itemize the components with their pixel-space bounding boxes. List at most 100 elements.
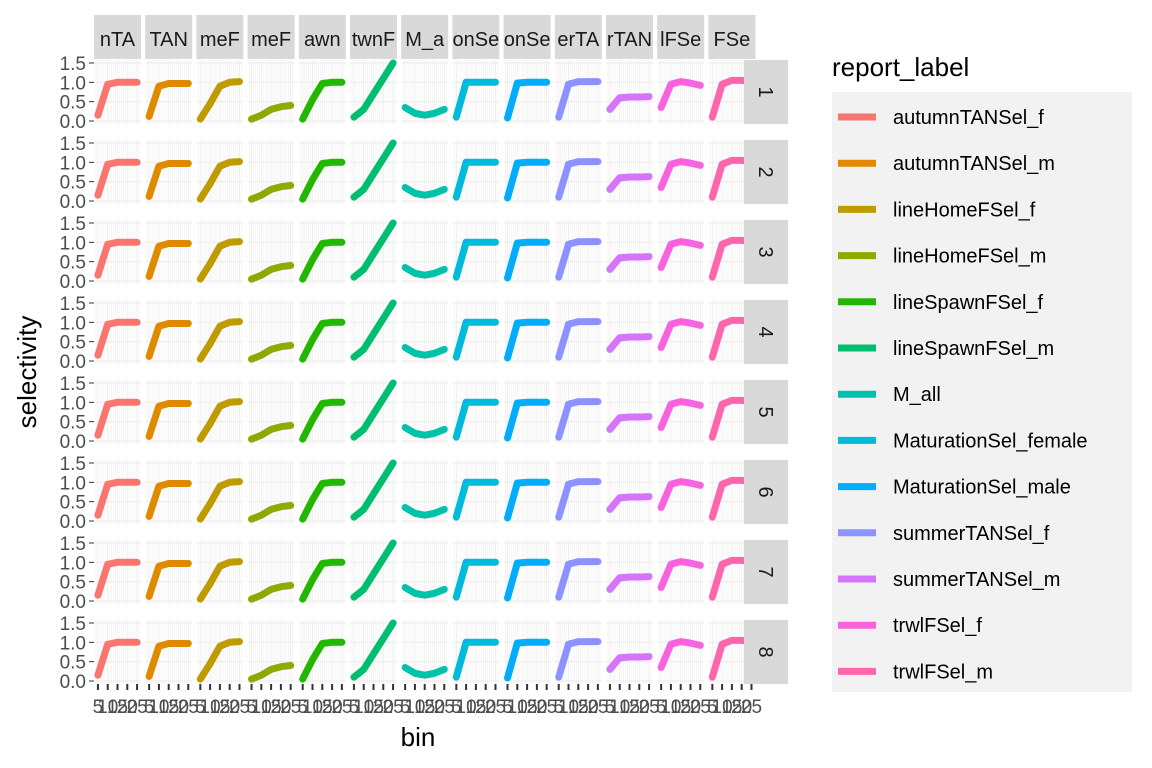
y-tick-label: 1.0 bbox=[60, 73, 86, 94]
y-tick-label: 0.5 bbox=[60, 333, 86, 354]
y-tick-label: 1.0 bbox=[60, 313, 86, 334]
y-tick-label: 0.5 bbox=[60, 413, 86, 434]
series-line-lineSpawnFSel_m bbox=[350, 379, 397, 441]
series-line-summerTANSel_m bbox=[606, 413, 653, 433]
x-tick-label: 25 bbox=[690, 697, 711, 718]
series-line-lineHomeFSel_f bbox=[196, 78, 243, 123]
legend-entry-label: trwlFSel_f bbox=[893, 615, 982, 637]
y-tick-label: 0.0 bbox=[60, 432, 86, 453]
series-line-lineSpawnFSel_m bbox=[350, 139, 397, 201]
x-tick-label: 15 bbox=[107, 697, 128, 718]
x-tick-label: 5 bbox=[502, 697, 513, 718]
x-tick-label: 20 bbox=[322, 697, 343, 718]
series-line-lineSpawnFSel_f bbox=[299, 238, 346, 283]
x-tick-label: 20 bbox=[680, 697, 701, 718]
x-tick-label: 25 bbox=[639, 697, 660, 718]
row-strip-label: 5 bbox=[754, 406, 776, 417]
series-line-autumnTANSel_m bbox=[145, 240, 192, 280]
x-tick-label: 10 bbox=[609, 697, 630, 718]
series-line-trwlFSel_f bbox=[657, 318, 704, 351]
series-line-summerTANSel_f bbox=[555, 318, 602, 361]
series-line-MaturationSel_male bbox=[504, 558, 551, 602]
column-strip-background bbox=[708, 15, 756, 59]
column-strip-label: nTA bbox=[100, 29, 136, 51]
series-line-autumnTANSel_m bbox=[145, 400, 192, 440]
series-line-MaturationSel_female bbox=[452, 638, 499, 681]
series-line-lineHomeFSel_f bbox=[196, 158, 243, 203]
x-tick-label: 20 bbox=[373, 697, 394, 718]
row-strip-background bbox=[744, 620, 788, 684]
series-line-autumnTANSel_m bbox=[145, 560, 192, 600]
y-tick-label: 0.0 bbox=[60, 672, 86, 693]
row-strip-background bbox=[744, 300, 788, 364]
series-line-trwlFSel_f bbox=[657, 158, 704, 191]
series-line-summerTANSel_f bbox=[555, 78, 602, 121]
x-tick-label: 5 bbox=[553, 697, 564, 718]
x-tick-label: 5 bbox=[605, 697, 616, 718]
series-line-autumnTANSel_f bbox=[94, 238, 141, 279]
series-line-M_all bbox=[401, 504, 448, 519]
x-tick-label: 25 bbox=[587, 697, 608, 718]
series-line-autumnTANSel_m bbox=[145, 160, 192, 200]
x-tick-label: 5 bbox=[400, 697, 411, 718]
series-line-MaturationSel_female bbox=[452, 398, 499, 441]
series-line-lineSpawnFSel_f bbox=[299, 78, 346, 123]
x-tick-label: 25 bbox=[229, 697, 250, 718]
legend-entry-label: lineSpawnFSel_f bbox=[893, 292, 1044, 314]
x-tick-label: 25 bbox=[485, 697, 506, 718]
series-line-autumnTANSel_f bbox=[94, 398, 141, 439]
row-strip-label: 8 bbox=[754, 646, 776, 657]
column-strip-background bbox=[503, 15, 551, 59]
series-line-autumnTANSel_m bbox=[145, 640, 192, 680]
series-line-lineSpawnFSel_m bbox=[350, 619, 397, 681]
series-line-lineSpawnFSel_f bbox=[299, 398, 346, 443]
series-line-summerTANSel_m bbox=[606, 93, 653, 113]
series-line-autumnTANSel_f bbox=[94, 638, 141, 679]
x-tick-label: 25 bbox=[127, 697, 148, 718]
x-tick-label: 10 bbox=[97, 697, 118, 718]
series-line-lineHomeFSel_f bbox=[196, 558, 243, 603]
series-line-autumnTANSel_f bbox=[94, 78, 141, 119]
x-tick-label: 10 bbox=[302, 697, 323, 718]
series-line-summerTANSel_f bbox=[555, 558, 602, 601]
x-tick-label: 25 bbox=[331, 697, 352, 718]
legend-entry-label: summerTANSel_f bbox=[893, 523, 1050, 545]
column-strip-background bbox=[606, 15, 653, 59]
series-line-lineSpawnFSel_m bbox=[350, 459, 397, 521]
y-tick-label: 0.0 bbox=[60, 352, 86, 373]
legend-entry-label: trwlFSel_m bbox=[893, 661, 993, 683]
column-strips: nTA TAN meF meF awn twnF M_a onSe onSe erTA rTAN lF… bbox=[94, 15, 756, 59]
y-tick-label: 1.0 bbox=[60, 473, 86, 494]
series-line-M_all bbox=[401, 264, 448, 279]
series-line-summerTANSel_f bbox=[555, 398, 602, 441]
series-line-lineHomeFSel_m bbox=[248, 422, 295, 443]
series-line-MaturationSel_female bbox=[452, 238, 499, 281]
column-strip-label: TAN bbox=[149, 29, 188, 51]
y-tick-label: 0.0 bbox=[60, 512, 86, 533]
series-line-M_all bbox=[401, 664, 448, 679]
series-line-M_all bbox=[401, 424, 448, 439]
x-tick-label: 15 bbox=[312, 697, 333, 718]
y-tick-label: 0.5 bbox=[60, 93, 86, 114]
series-line-lineSpawnFSel_f bbox=[299, 478, 346, 523]
series-line-summerTANSel_m bbox=[606, 173, 653, 193]
series-line-lineHomeFSel_f bbox=[196, 478, 243, 523]
series-line-M_all bbox=[401, 584, 448, 599]
row-strip-label: 4 bbox=[754, 326, 776, 337]
column-strip-background bbox=[94, 15, 141, 59]
row-strip-background bbox=[744, 140, 788, 204]
y-tick-label: 1.0 bbox=[60, 633, 86, 654]
x-tick-label: 5 bbox=[144, 697, 155, 718]
y-tick-label: 1.5 bbox=[60, 54, 86, 75]
y-axis-title: selectivity bbox=[12, 316, 42, 429]
series-line-lineHomeFSel_f bbox=[196, 318, 243, 363]
x-tick-label: 10 bbox=[558, 697, 579, 718]
column-strip-label: meF bbox=[200, 29, 240, 51]
column-strip-label: twnF bbox=[352, 29, 395, 51]
x-tick-label: 15 bbox=[517, 697, 538, 718]
x-tick-label: 15 bbox=[261, 697, 282, 718]
column-strip-label: awn bbox=[304, 29, 341, 51]
series-line-lineHomeFSel_f bbox=[196, 398, 243, 443]
series-line-summerTANSel_f bbox=[555, 478, 602, 521]
x-tick-label: 5 bbox=[707, 697, 718, 718]
